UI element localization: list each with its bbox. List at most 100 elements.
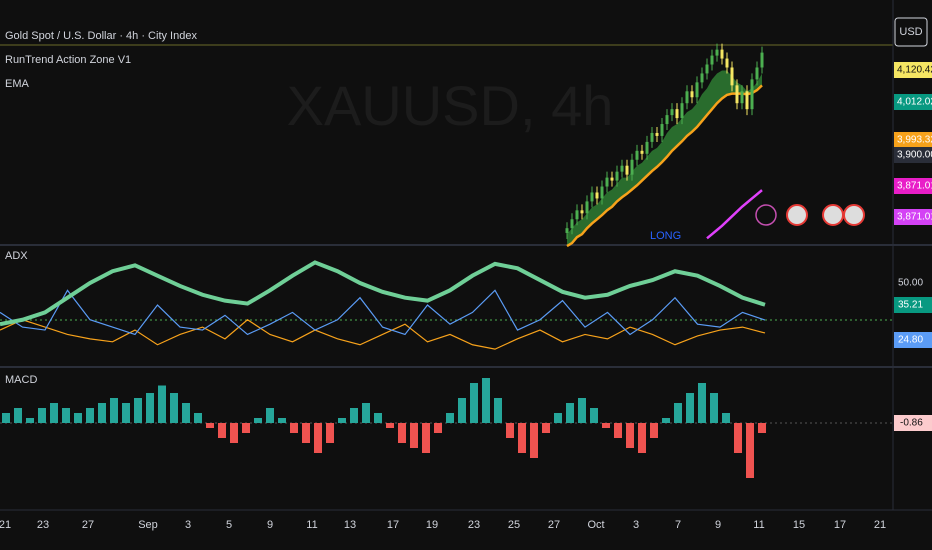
price-label-bg <box>894 94 932 110</box>
candle <box>730 67 734 86</box>
histogram-bar <box>110 398 118 423</box>
value-label: 35.21 <box>898 300 923 311</box>
time-label: 21 <box>874 519 886 531</box>
histogram-bar <box>686 393 694 423</box>
currency[interactable]: USD <box>899 26 922 38</box>
histogram-bar <box>662 418 670 423</box>
histogram-bar <box>50 403 58 423</box>
time-label: Oct <box>587 519 604 531</box>
histogram-bar <box>542 423 550 433</box>
candle <box>650 132 654 142</box>
time-label: 21 <box>0 519 11 531</box>
candle <box>695 82 699 98</box>
candle <box>655 132 659 136</box>
event-icons <box>755 204 865 226</box>
candle <box>565 228 569 233</box>
time-label: 19 <box>426 519 438 531</box>
minus-di <box>0 319 766 350</box>
time-label: 11 <box>753 519 764 531</box>
histogram-bar <box>194 413 202 423</box>
histogram-bar <box>482 378 490 423</box>
histogram-bar <box>422 423 430 453</box>
histogram-bar <box>2 413 10 423</box>
candle <box>575 210 579 220</box>
value-label: 24.80 <box>898 335 923 346</box>
candle <box>670 109 674 116</box>
histogram-bar <box>638 423 646 453</box>
time-label: 9 <box>715 519 721 531</box>
value-label-bg <box>894 332 932 348</box>
histogram-bar <box>266 408 274 423</box>
histogram-bar <box>530 423 538 458</box>
histogram-bar <box>614 423 622 438</box>
time-label: 3 <box>633 519 639 531</box>
watermark: XAUUSD, 4h <box>287 74 614 137</box>
histogram-bar <box>434 423 442 433</box>
candle <box>690 91 694 98</box>
histogram-bar <box>14 408 22 423</box>
candle <box>620 165 624 172</box>
histogram-bar <box>626 423 634 448</box>
histogram-bar <box>302 423 310 443</box>
histogram-bar <box>314 423 322 453</box>
candle <box>600 186 604 199</box>
histogram-bar <box>62 408 70 423</box>
time-label: 17 <box>834 519 846 531</box>
candle <box>735 85 739 104</box>
histogram-bar <box>470 383 478 423</box>
candle <box>700 73 704 83</box>
price-label: 3,993.32 <box>897 135 932 146</box>
histogram-bar <box>566 403 574 423</box>
histogram-bar <box>146 393 154 423</box>
candle <box>590 192 594 202</box>
price-label: 4,012.02 <box>897 97 932 108</box>
candle <box>630 159 634 175</box>
histogram-bar <box>398 423 406 443</box>
candle <box>580 210 584 214</box>
histogram-bar <box>506 423 514 438</box>
price-label: 3,871.01 <box>897 212 932 223</box>
signal-label: LONG <box>650 230 681 242</box>
candle <box>570 219 574 229</box>
candle <box>710 55 714 65</box>
histogram-bar <box>26 418 34 423</box>
candle <box>720 49 724 59</box>
histogram-bar <box>218 423 226 438</box>
histogram-bar <box>158 385 166 423</box>
time-label: 9 <box>267 519 273 531</box>
histogram-bar <box>446 413 454 423</box>
histogram-bar <box>230 423 238 443</box>
histogram-bar <box>278 418 286 423</box>
histogram-bar <box>710 393 718 423</box>
pane-label: MACD <box>5 374 37 386</box>
candle <box>705 64 709 74</box>
histogram-bar <box>518 423 526 453</box>
histogram-bar <box>74 413 82 423</box>
time-label: 23 <box>468 519 480 531</box>
axis-label: 50.00 <box>898 278 923 289</box>
time-label: 15 <box>793 519 805 531</box>
histogram-bar <box>722 413 730 423</box>
histogram-bar <box>254 418 262 423</box>
histogram-bar <box>602 423 610 428</box>
currency-box[interactable] <box>894 17 928 47</box>
histogram-bar <box>362 403 370 423</box>
histogram-bar <box>290 423 298 433</box>
ema-slow <box>566 84 763 248</box>
value-label: -0.86 <box>900 418 923 429</box>
indicator-name: EMA <box>5 78 30 90</box>
time-label: 13 <box>344 519 356 531</box>
histogram-bar <box>98 403 106 423</box>
candle <box>745 91 749 110</box>
histogram-bar <box>134 398 142 423</box>
candle <box>625 165 629 175</box>
candle <box>675 109 679 119</box>
histogram-bar <box>122 403 130 423</box>
price-label-bg <box>894 62 932 78</box>
histogram-bar <box>494 398 502 423</box>
price-label: 3,900.00 <box>897 150 932 161</box>
time-label: 5 <box>226 519 232 531</box>
candle <box>635 150 639 160</box>
histogram-bar <box>338 418 346 423</box>
